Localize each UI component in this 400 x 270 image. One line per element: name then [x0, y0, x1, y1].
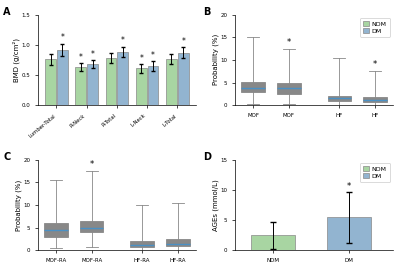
PathPatch shape [166, 239, 190, 246]
PathPatch shape [328, 96, 351, 101]
Text: *: * [90, 160, 94, 169]
PathPatch shape [242, 82, 265, 93]
Y-axis label: BMD (g/cm²): BMD (g/cm²) [13, 38, 20, 82]
Bar [45, 59, 56, 105]
Text: *: * [79, 53, 83, 62]
Legend: NDM, DM: NDM, DM [360, 163, 390, 182]
PathPatch shape [80, 221, 104, 232]
Bar [327, 217, 371, 250]
PathPatch shape [364, 97, 387, 102]
Bar [57, 50, 68, 105]
Bar [117, 52, 128, 105]
Bar [148, 66, 158, 105]
Text: *: * [139, 54, 143, 63]
Text: B: B [204, 7, 211, 17]
Text: *: * [287, 38, 291, 47]
PathPatch shape [277, 83, 301, 94]
PathPatch shape [130, 241, 154, 247]
Y-axis label: Probability (%): Probability (%) [213, 34, 219, 86]
Y-axis label: Probability (%): Probability (%) [16, 180, 22, 231]
Bar [178, 53, 189, 105]
Bar [166, 59, 177, 105]
Legend: NDM, DM: NDM, DM [360, 18, 390, 37]
Text: *: * [60, 33, 64, 42]
Text: *: * [151, 51, 155, 60]
Y-axis label: AGEs (mmol/L): AGEs (mmol/L) [213, 179, 219, 231]
Bar [106, 58, 116, 105]
Text: *: * [121, 36, 125, 45]
Text: D: D [204, 153, 212, 163]
Text: *: * [91, 50, 94, 59]
Text: C: C [3, 153, 10, 163]
Bar [136, 68, 147, 105]
Text: *: * [373, 60, 377, 69]
Text: *: * [347, 181, 351, 191]
PathPatch shape [44, 223, 68, 237]
Text: *: * [181, 37, 185, 46]
Bar [75, 67, 86, 105]
Bar [87, 64, 98, 105]
Text: A: A [3, 7, 11, 17]
Bar [251, 235, 295, 250]
